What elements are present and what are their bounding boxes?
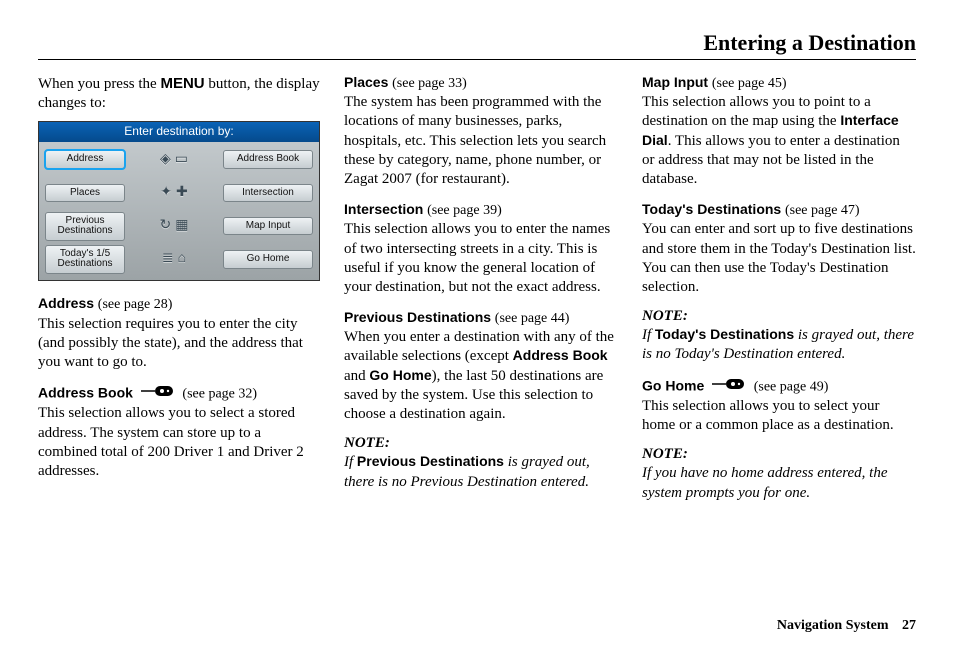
intro-text: When you press the MENU button, the disp… [38, 74, 320, 113]
mapinput-head: Map Input (see page 45) [642, 74, 916, 93]
shot-btn-address: Address [45, 150, 125, 169]
nav-screenshot: Enter destination by: Address ◈▭ Address… [38, 121, 320, 281]
addrbook-label: Address Book [38, 385, 133, 401]
prevdest-ref: (see page 44) [495, 311, 570, 326]
shot-btn-address-book: Address Book [223, 150, 313, 169]
places-body: The system has been programmed with the … [344, 93, 618, 189]
shot-btn-places: Places [45, 184, 125, 203]
page-footer: Navigation System 27 [777, 618, 916, 634]
mapinput-label: Map Input [642, 74, 708, 90]
shot-btn-map-input: Map Input [223, 217, 313, 236]
prevdest-head: Previous Destinations (see page 44) [344, 309, 618, 328]
address-ref: (see page 28) [98, 297, 173, 312]
note2-body: If Today's Destinations is grayed out, t… [642, 326, 916, 364]
mapinput-pre: This selection allows you to point to a … [642, 94, 871, 129]
prevdest-b1: Address Book [513, 347, 608, 363]
address-body: This selection requires you to enter the… [38, 315, 320, 373]
places-ref: (see page 33) [392, 76, 467, 91]
intersection-label: Intersection [344, 201, 423, 217]
column-1: When you press the MENU button, the disp… [38, 74, 320, 503]
intersection-ref: (see page 39) [427, 203, 502, 218]
shot-btn-todays: Today's 1/5Destinations [45, 245, 125, 274]
gohome-body: This selection allows you to select your… [642, 397, 916, 435]
home-icon: ⌂ [178, 250, 186, 268]
intersection-head: Intersection (see page 39) [344, 201, 618, 220]
addrbook-body: This selection allows you to select a st… [38, 404, 320, 481]
address-label: Address [38, 295, 94, 311]
addrbook-ref: (see page 32) [182, 387, 257, 402]
shot-icons-row3: ↻▦ [128, 217, 220, 235]
page: Entering a Destination When you press th… [0, 0, 954, 652]
shot-icons-row1: ◈▭ [128, 151, 220, 169]
note1-body: If Previous Destinations is grayed out, … [344, 453, 618, 491]
note3-body: If you have no home address entered, the… [642, 464, 916, 502]
prevdest-label: Previous Destinations [344, 309, 491, 325]
note2-bold: Today's Destinations [655, 326, 794, 342]
column-3: Map Input (see page 45) This selection a… [642, 74, 916, 503]
mapinput-ref: (see page 45) [712, 76, 787, 91]
note1-pre: If [344, 454, 357, 470]
prevdest-b2: Go Home [369, 367, 431, 383]
shot-btn-intersection: Intersection [223, 184, 313, 203]
addrbook-head: Address Book (see page 32) [38, 384, 320, 404]
address-head: Address (see page 28) [38, 295, 320, 314]
note2-head: NOTE: [642, 307, 916, 326]
speaker-icon-2 [712, 377, 746, 397]
places-label: Places [344, 74, 388, 90]
map-icon: ▦ [175, 217, 188, 235]
intro-bold: MENU [160, 75, 204, 92]
shot-icons-row2: ✦✚ [128, 184, 220, 202]
gohome-label: Go Home [642, 377, 704, 393]
prevdest-body: When you enter a destination with any of… [344, 328, 618, 424]
intersection-icon: ✚ [176, 184, 188, 202]
shot-title: Enter destination by: [39, 122, 319, 141]
shot-icons-row4: ≣⌂ [128, 250, 220, 268]
history-icon: ↻ [160, 217, 172, 235]
note1-bold: Previous Destinations [357, 453, 504, 469]
today-head: Today's Destinations (see page 47) [642, 201, 916, 220]
column-2: Places (see page 33) The system has been… [344, 74, 618, 503]
page-header: Entering a Destination [38, 30, 916, 60]
globe-icon: ◈ [160, 151, 171, 169]
body-columns: When you press the MENU button, the disp… [38, 74, 916, 503]
gohome-head: Go Home (see page 49) [642, 377, 916, 397]
shot-grid: Address ◈▭ Address Book Places ✦✚ Inters… [45, 144, 313, 274]
page-title: Entering a Destination [703, 30, 916, 55]
today-label: Today's Destinations [642, 201, 781, 217]
note1-head: NOTE: [344, 434, 618, 453]
places-icon: ✦ [160, 184, 172, 202]
today-ref: (see page 47) [785, 203, 860, 218]
footer-page: 27 [902, 618, 916, 633]
mapinput-post: . This allows you to enter a destination… [642, 133, 900, 187]
note2-pre: If [642, 327, 655, 343]
prevdest-mid: and [344, 368, 369, 384]
shot-btn-go-home: Go Home [223, 250, 313, 269]
list-icon: ≣ [162, 250, 174, 268]
shot-btn-prev-dest: PreviousDestinations [45, 212, 125, 241]
places-head: Places (see page 33) [344, 74, 618, 93]
intersection-body: This selection allows you to enter the n… [344, 220, 618, 297]
gohome-ref: (see page 49) [754, 379, 829, 394]
intro-pre: When you press the [38, 76, 160, 92]
note3-head: NOTE: [642, 445, 916, 464]
footer-label: Navigation System [777, 618, 889, 633]
speaker-icon [141, 384, 175, 404]
book-icon: ▭ [175, 151, 188, 169]
mapinput-body: This selection allows you to point to a … [642, 93, 916, 189]
today-body: You can enter and sort up to five destin… [642, 220, 916, 297]
